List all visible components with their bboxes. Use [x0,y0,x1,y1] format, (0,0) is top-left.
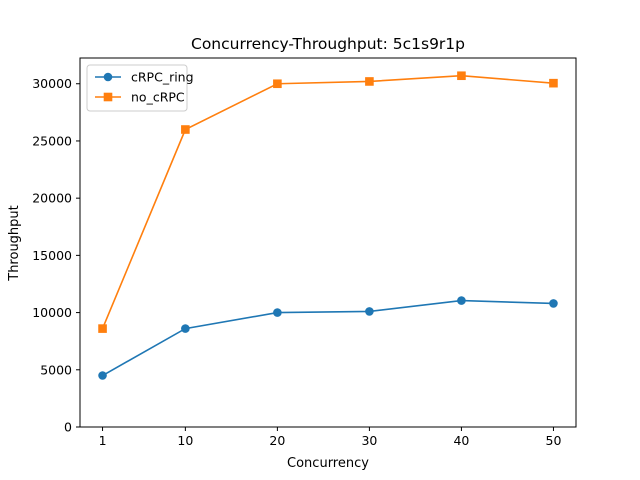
data-point-no_cRPC [98,324,107,333]
y-tick-label: 20000 [32,191,72,206]
data-point-cRPC_ring [457,296,466,305]
y-axis-label: Throughput [7,205,22,282]
x-tick-label: 40 [453,433,469,448]
legend: cRPC_ring no_cRPC [86,64,194,112]
y-tick-label: 30000 [32,76,72,91]
data-point-cRPC_ring [549,299,558,308]
series-line-cRPC_ring [102,299,554,377]
x-tick-label: 30 [361,433,377,448]
y-tick-label: 0 [64,420,72,435]
x-tick-label: 20 [269,433,285,448]
legend-label-cRPC_ring: cRPC_ring [131,70,194,85]
data-point-cRPC_ring [273,308,282,317]
x-tick-label: 50 [546,433,562,448]
legend-marker-no_cRPC [103,92,113,102]
y-tick-label: 5000 [40,362,72,377]
plot-area: 1 10 20 30 40 50 0 5000 10000 15000 20000 25000 3000… [32,57,577,448]
axes-frame [79,57,577,428]
legend-label-no_cRPC: no_cRPC [131,90,185,105]
x-axis-label: Concurrency [287,456,369,471]
y-tick-label: 10000 [32,305,72,320]
series-line-no_cRPC [101,74,554,329]
data-point-cRPC_ring [181,324,190,333]
data-point-no_cRPC [457,71,466,81]
chart-title: Concurrency-Throughput: 5c1s9r1p [191,35,465,53]
x-tick-label: 1 [99,433,107,448]
x-tick-label: 10 [177,433,193,448]
data-point-no_cRPC [365,77,374,86]
legend-marker-cRPC_ring [103,72,113,82]
data-point-cRPC_ring [365,307,374,316]
y-tick-label: 25000 [32,133,72,148]
data-point-no_cRPC [549,78,558,88]
data-point-no_cRPC [273,79,282,89]
y-tick-label: 15000 [32,248,72,263]
data-point-no_cRPC [181,125,190,134]
data-point-cRPC_ring [98,371,107,380]
